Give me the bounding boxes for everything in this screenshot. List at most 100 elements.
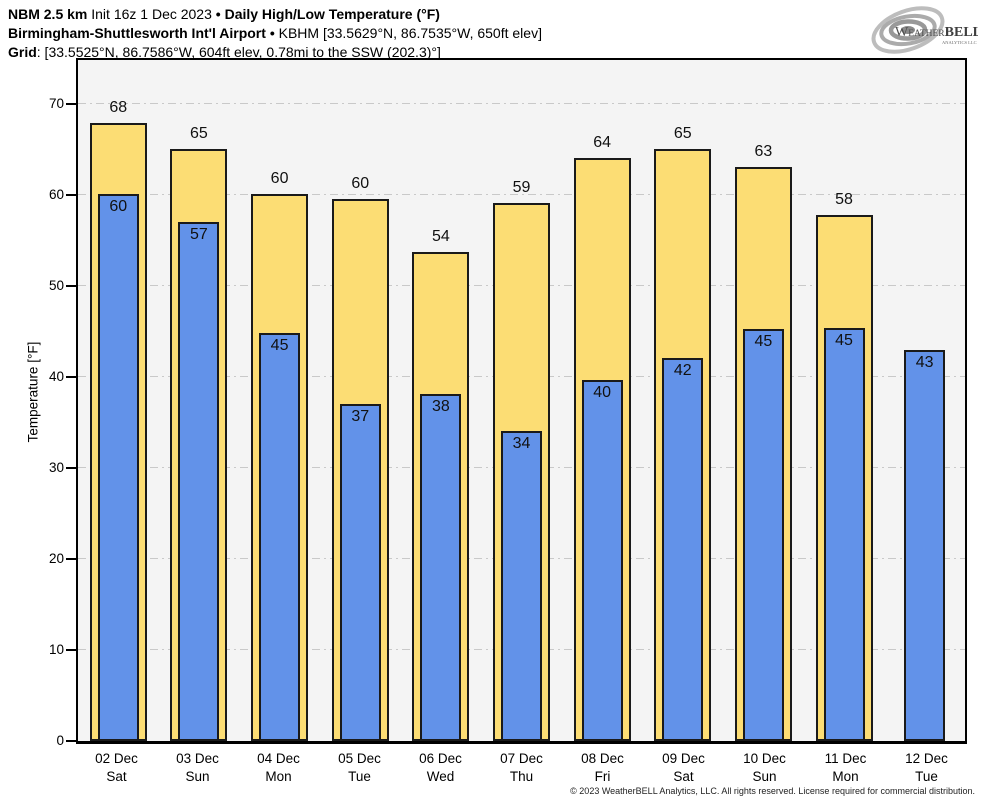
low-bar — [420, 394, 462, 741]
low-value-label: 37 — [351, 408, 370, 426]
y-axis-title: Temperature [°F] — [25, 341, 41, 443]
logo-brand-text: WEATHERBELL — [895, 25, 978, 40]
low-value-label: 45 — [835, 331, 853, 349]
x-tick-date: 04 Dec — [257, 751, 300, 766]
page-title: Daily High/Low Temperature (°F) — [224, 6, 440, 22]
low-bar — [501, 431, 542, 741]
y-tick-label: 20 — [48, 550, 64, 566]
station-info: KBHM [33.5629°N, 86.7535°W, 650ft elev] — [278, 25, 542, 41]
low-bar — [339, 404, 381, 741]
grid-label: Grid — [8, 44, 37, 60]
x-tick-date: 05 Dec — [338, 751, 381, 766]
x-tick-label: 12 Dec Tue — [886, 750, 967, 786]
y-tick-label: 50 — [48, 277, 64, 293]
low-bar — [259, 333, 301, 741]
header-line-3: Grid: [33.5525°N, 86.7586°W, 604ft elev,… — [8, 43, 542, 62]
low-value-label: 60 — [109, 197, 128, 215]
x-tick-day: Tue — [348, 769, 371, 784]
low-value-label: 57 — [190, 226, 208, 244]
logo-sub-text: ANALYTICS LLC — [942, 40, 977, 45]
x-tick-label: 11 Dec Mon — [805, 750, 886, 786]
high-value-label: 60 — [351, 174, 370, 192]
y-tick-mark — [66, 466, 76, 469]
init-time: Init 16z 1 Dec 2023 — [91, 6, 212, 22]
y-tick-mark — [66, 193, 76, 196]
x-tick-day: Mon — [265, 769, 292, 784]
hurricane-swirl-icon: WEATHERBELL ANALYTICS LLC — [871, 6, 982, 54]
y-tick-label: 60 — [48, 186, 64, 202]
x-tick-label: 02 Dec Sat — [76, 750, 157, 786]
x-tick-day: Mon — [832, 769, 859, 784]
high-value-label: 59 — [512, 178, 531, 196]
low-value-label: 34 — [512, 435, 531, 453]
high-value-label: 58 — [835, 190, 853, 208]
x-tick-label: 09 Dec Sat — [643, 750, 724, 786]
x-tick-label: 06 Dec Wed — [400, 750, 481, 786]
station-name: Birmingham-Shuttlesworth Int'l Airport — [8, 25, 266, 41]
y-tick-label: 0 — [56, 733, 64, 748]
y-tick-mark — [66, 740, 76, 742]
low-bar — [97, 193, 139, 741]
y-tick-mark — [66, 284, 76, 287]
x-tick-label: 04 Dec Mon — [238, 750, 319, 786]
low-bar — [178, 222, 220, 741]
gridline — [78, 103, 965, 105]
x-tick-date: 07 Dec — [500, 751, 543, 766]
x-tick-day: Tue — [915, 769, 938, 784]
x-tick-label: 08 Dec Fri — [562, 750, 643, 786]
x-tick-day: Sun — [185, 769, 210, 784]
high-value-label: 63 — [754, 143, 773, 161]
grid-info: : [33.5525°N, 86.7586°W, 604ft elev, 0.7… — [36, 44, 441, 60]
low-bar — [581, 380, 623, 741]
low-bar — [904, 349, 946, 741]
x-tick-date: 11 Dec — [824, 751, 867, 766]
gridline — [78, 194, 965, 196]
low-bar — [662, 357, 704, 741]
weatherbell-logo: WEATHERBELL ANALYTICS LLC — [868, 3, 982, 59]
low-value-label: 45 — [754, 332, 773, 350]
y-tick-label: 70 — [48, 95, 64, 111]
x-tick-day: Sat — [673, 769, 694, 784]
separator-dot: • — [269, 25, 275, 41]
model-name: NBM 2.5 km — [8, 6, 88, 22]
y-tick-label: 10 — [48, 641, 64, 657]
x-tick-date: 03 Dec — [176, 751, 219, 766]
x-tick-date: 09 Dec — [662, 751, 705, 766]
y-tick-mark — [66, 648, 76, 651]
low-value-label: 40 — [593, 384, 612, 402]
high-value-label: 65 — [673, 125, 692, 143]
x-tick-date: 12 Dec — [905, 751, 948, 766]
y-tick-label: 40 — [48, 368, 64, 384]
x-axis-labels: 02 Dec Sat 03 Dec Sun 04 Dec Mon 05 Dec Tue 06 D… — [76, 750, 967, 786]
x-tick-date: 10 Dec — [743, 751, 786, 766]
low-value-label: 38 — [431, 398, 450, 416]
high-value-label: 65 — [190, 125, 208, 143]
low-bar — [823, 327, 865, 741]
high-value-label: 68 — [109, 98, 128, 116]
x-tick-day: Sun — [752, 769, 777, 784]
plot-area: 0 10 20 30 40 50 60 70 68 60 65 57 60 45 60 37 54 38 59 34 6… — [49, 58, 967, 748]
header-line-2: Birmingham-Shuttlesworth Int'l Airport •… — [8, 24, 542, 43]
x-tick-label: 10 Dec Sun — [724, 750, 805, 786]
x-tick-day: Fri — [594, 769, 611, 784]
high-value-label: 64 — [593, 133, 612, 151]
x-tick-date: 06 Dec — [419, 751, 462, 766]
x-tick-day: Thu — [509, 769, 534, 784]
low-value-label: 43 — [915, 353, 934, 371]
copyright-text: © 2023 WeatherBELL Analytics, LLC. All r… — [570, 786, 975, 796]
y-tick-mark — [66, 375, 76, 378]
header-line-1: NBM 2.5 km Init 16z 1 Dec 2023 • Daily H… — [8, 5, 542, 24]
x-tick-label: 03 Dec Sun — [157, 750, 238, 786]
separator-dot: • — [215, 6, 221, 22]
x-tick-label: 05 Dec Tue — [319, 750, 400, 786]
low-value-label: 45 — [270, 337, 289, 355]
x-tick-date: 08 Dec — [581, 751, 624, 766]
y-tick-label: 30 — [48, 459, 64, 475]
x-tick-label: 07 Dec Thu — [481, 750, 562, 786]
chart-header: NBM 2.5 km Init 16z 1 Dec 2023 • Daily H… — [8, 5, 542, 62]
x-tick-day: Sat — [106, 769, 127, 784]
high-value-label: 54 — [431, 227, 450, 245]
low-bar — [742, 328, 784, 741]
x-tick-date: 02 Dec — [95, 751, 138, 766]
